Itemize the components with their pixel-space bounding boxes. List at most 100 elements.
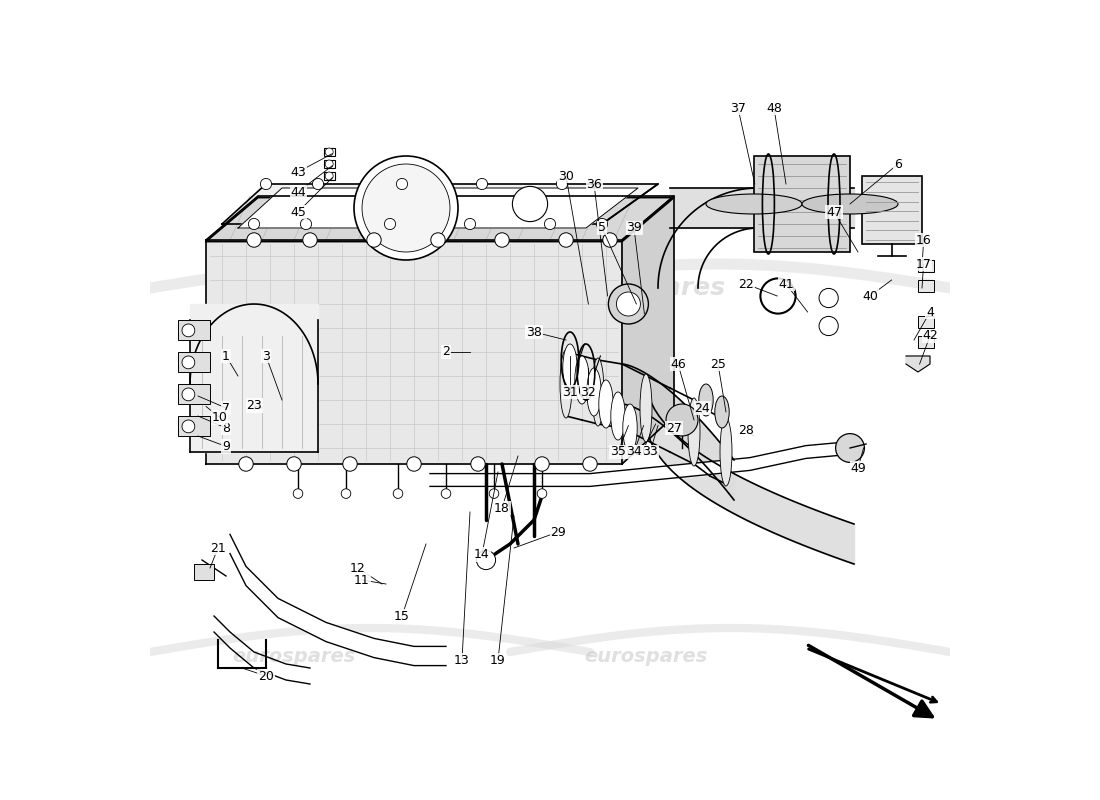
Bar [178,384,210,404]
Polygon shape [222,184,658,224]
Polygon shape [190,304,318,384]
Text: 4: 4 [926,306,934,318]
Circle shape [583,457,597,471]
Circle shape [326,172,333,180]
Text: eurospares: eurospares [246,276,405,300]
Circle shape [294,489,302,498]
Text: 23: 23 [246,399,262,412]
Circle shape [544,218,556,230]
Polygon shape [238,188,638,228]
Ellipse shape [715,396,729,428]
Bar [178,320,210,340]
Circle shape [249,218,260,230]
Text: eurospares: eurospares [566,276,725,300]
Text: 40: 40 [862,290,878,302]
Circle shape [557,178,568,190]
Circle shape [535,457,549,471]
Polygon shape [621,196,674,464]
Circle shape [513,186,548,222]
Text: 21: 21 [210,542,225,554]
Circle shape [287,457,301,471]
Circle shape [820,289,838,308]
Text: 13: 13 [454,654,470,666]
Ellipse shape [640,374,652,442]
Text: 49: 49 [850,462,866,474]
Ellipse shape [688,398,700,466]
Ellipse shape [706,194,802,214]
Circle shape [343,457,358,471]
Text: 24: 24 [694,402,710,414]
Circle shape [666,404,698,436]
Bar [862,176,922,244]
Text: 18: 18 [494,502,510,514]
Text: eurospares: eurospares [232,646,355,666]
Bar [918,336,934,348]
Text: 7: 7 [222,402,230,414]
Text: 37: 37 [730,102,746,114]
Text: 44: 44 [290,186,306,198]
Circle shape [396,178,408,190]
Circle shape [464,218,475,230]
Circle shape [407,457,421,471]
Polygon shape [206,198,674,242]
Text: 33: 33 [642,446,658,458]
Circle shape [362,164,450,252]
Polygon shape [906,356,930,372]
Text: 42: 42 [922,330,938,342]
Text: 45: 45 [290,206,306,218]
Text: 25: 25 [711,358,726,370]
Text: 41: 41 [778,278,794,290]
Circle shape [820,316,838,336]
Bar [178,416,210,436]
Ellipse shape [563,344,578,392]
Circle shape [476,550,496,570]
Bar [918,280,934,292]
Ellipse shape [802,194,898,214]
Circle shape [300,218,311,230]
Ellipse shape [592,358,604,426]
Ellipse shape [720,418,732,486]
Circle shape [471,457,485,471]
Text: 14: 14 [474,548,490,561]
Text: 1: 1 [222,350,230,362]
Text: 20: 20 [258,670,274,682]
Text: 17: 17 [915,258,932,270]
Text: 48: 48 [766,102,782,114]
Circle shape [836,434,865,462]
Circle shape [616,292,640,316]
Circle shape [366,233,382,247]
Ellipse shape [598,380,613,428]
Text: 19: 19 [491,654,506,666]
Circle shape [559,233,573,247]
Ellipse shape [575,356,590,404]
Bar [194,564,214,580]
Text: 12: 12 [350,562,366,574]
Text: 47: 47 [826,206,842,218]
Text: 29: 29 [550,526,565,538]
Ellipse shape [610,392,625,440]
Text: 31: 31 [562,386,578,398]
Polygon shape [206,240,622,464]
Bar [754,156,850,252]
Text: 11: 11 [354,574,370,586]
Text: 8: 8 [222,422,230,434]
Text: 9: 9 [222,440,230,453]
Text: 26: 26 [634,446,650,458]
Text: 27: 27 [667,422,682,434]
Circle shape [608,284,648,324]
Circle shape [182,420,195,433]
Text: 16: 16 [915,234,932,246]
Bar [918,260,934,272]
Text: 30: 30 [558,170,574,182]
Text: 5: 5 [598,222,606,234]
Text: 32: 32 [581,386,596,398]
Text: 39: 39 [626,222,642,234]
Bar [324,172,334,180]
Circle shape [596,218,607,230]
Ellipse shape [560,350,572,418]
Text: 15: 15 [394,610,410,622]
Text: 36: 36 [586,178,602,190]
Circle shape [490,489,498,498]
Circle shape [441,489,451,498]
Text: 35: 35 [610,446,626,458]
